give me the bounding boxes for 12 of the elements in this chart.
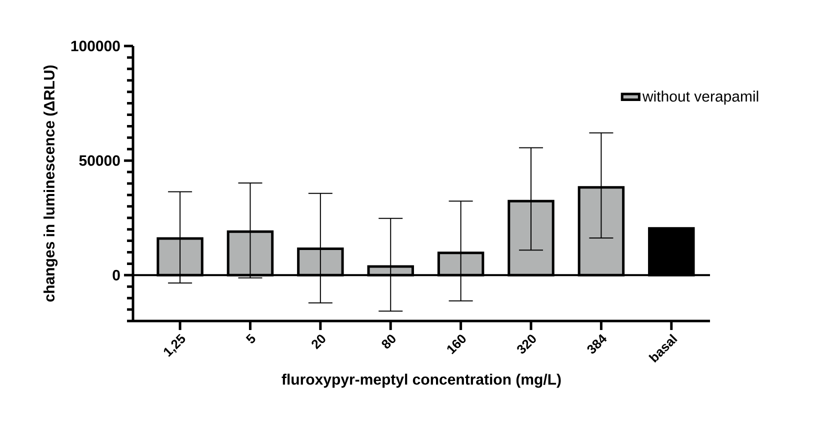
y-axis-title: changes in luminescence (ΔRLU) (44, 65, 58, 302)
x-tick-label: 5 (246, 334, 256, 344)
y-tick-label: 100000 (71, 40, 120, 52)
x-tick-label: 80 (382, 334, 396, 348)
y-tick-label: 50000 (79, 155, 120, 166)
x-tick-label: 20 (312, 334, 326, 350)
x-tick-label: 160 (447, 334, 466, 354)
y-tick-label: 0 (112, 270, 120, 280)
x-tick-label: 320 (517, 334, 536, 354)
x-axis-title: fluroxypyr-meptyl concentration (mg/L) (282, 374, 561, 388)
x-tick-label: 384 (587, 334, 607, 354)
legend-label: without verapamil (642, 90, 758, 105)
